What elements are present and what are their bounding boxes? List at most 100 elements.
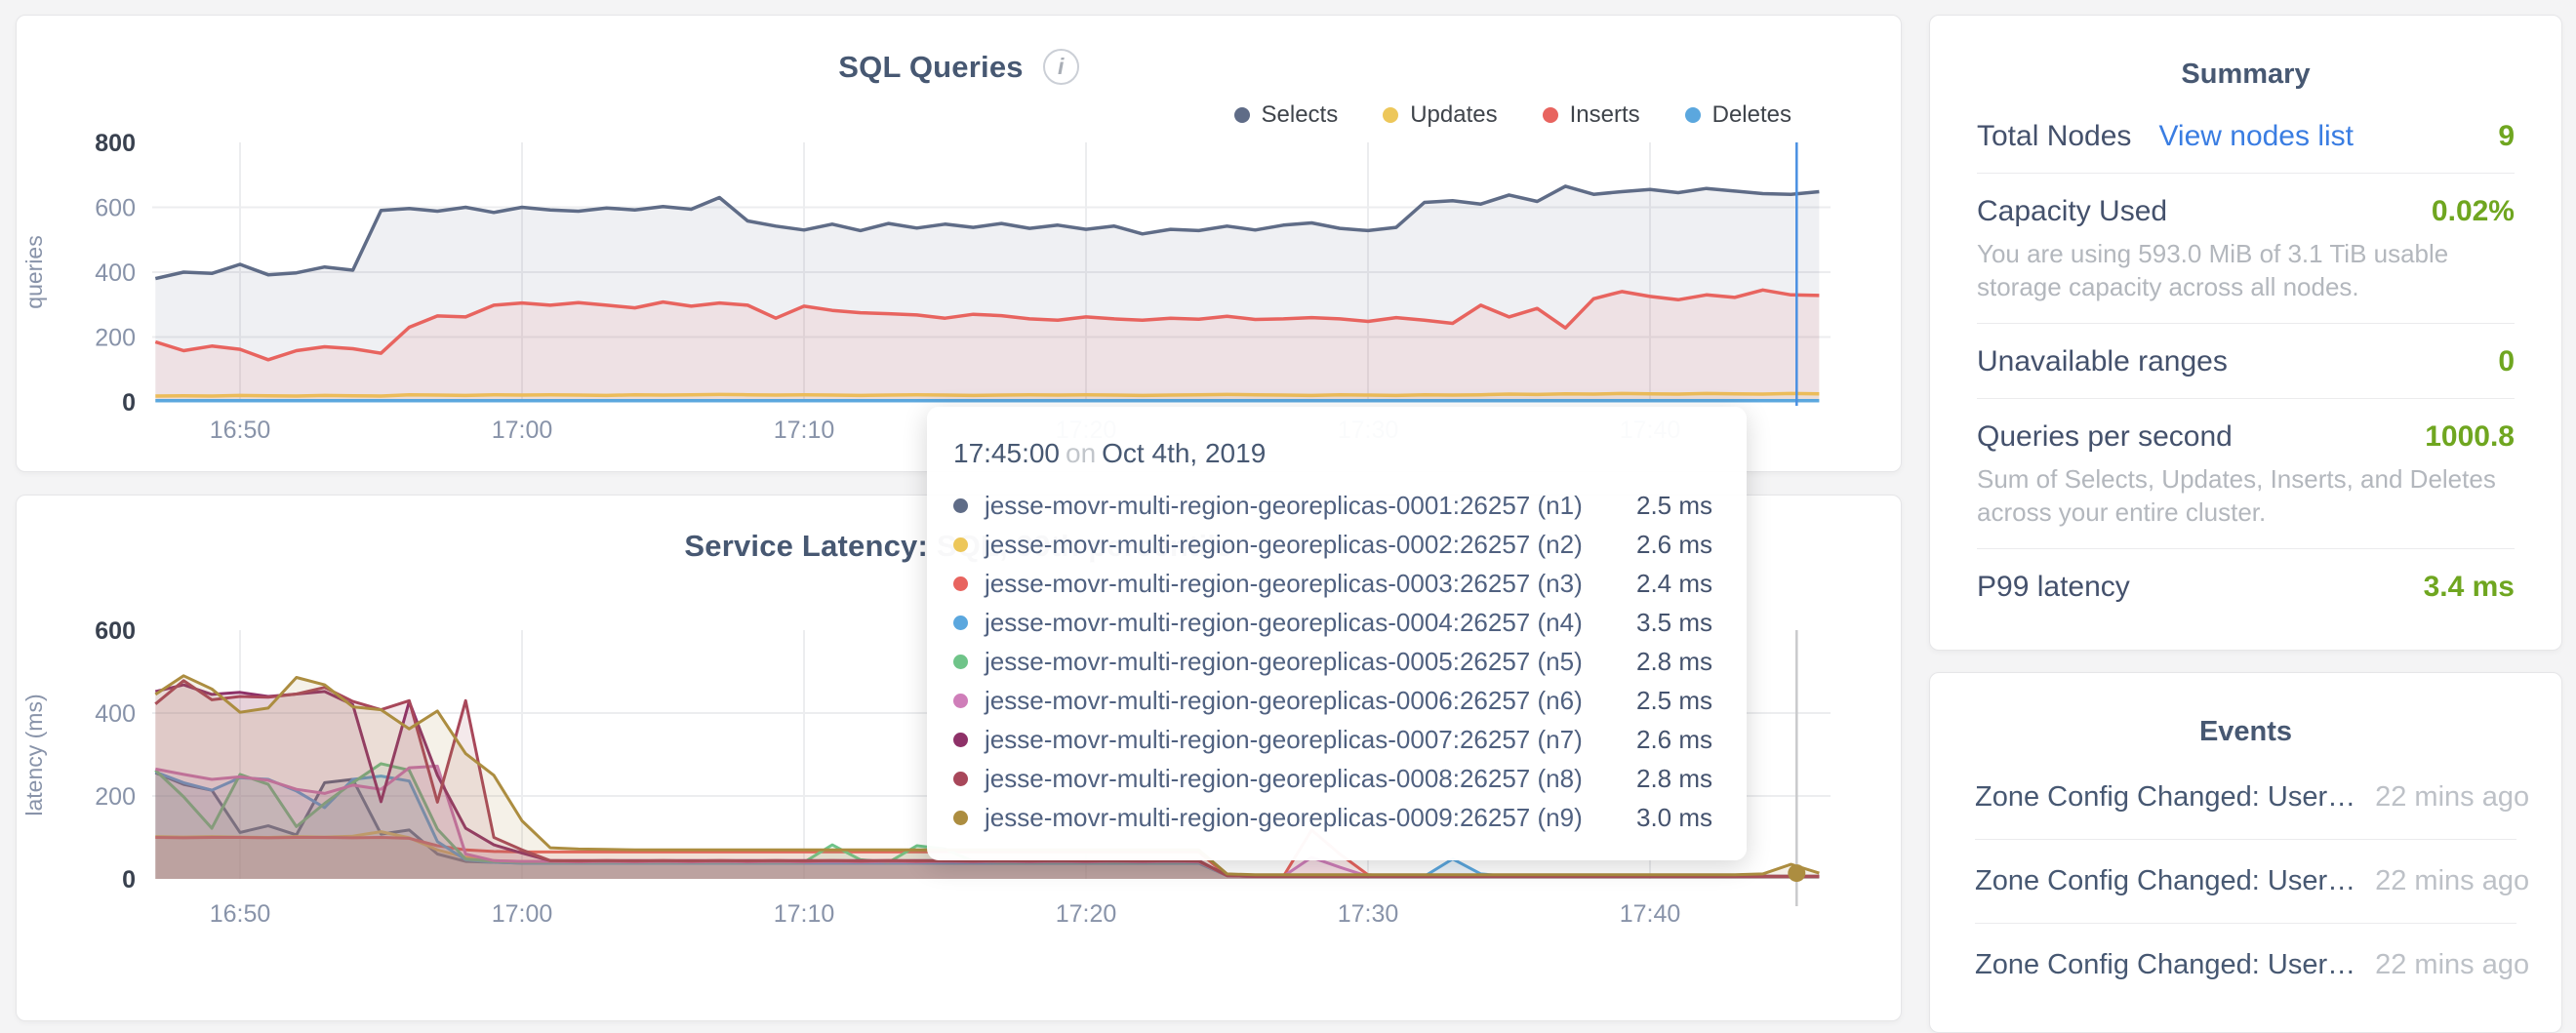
dashboard-page: 16:50 17:00 17:10 17:20 17:30 17:40 0 200 400 600… [16, 15, 2562, 1033]
tooltip-time: 17:45:00 [953, 438, 1060, 468]
y-tick-label: 800 [95, 130, 136, 157]
series-area-n5 [155, 763, 1820, 879]
series-line-inserts [154, 288, 1820, 362]
n8-dot-icon [953, 771, 968, 786]
tooltip-node-value: 3.5 ms [1636, 607, 1713, 637]
x-tick-label: 17:20 [1056, 900, 1117, 928]
x-tick-label: 17:00 [492, 417, 553, 444]
y-tick-label: 0 [122, 866, 136, 894]
tooltip-node-name: jesse-movr-multi-region-georeplicas-0006… [985, 685, 1583, 715]
tooltip-node-name: jesse-movr-multi-region-georeplicas-0007… [985, 724, 1583, 754]
n9-dot-icon [953, 810, 968, 825]
n3-dot-icon [953, 576, 968, 591]
event-row: Zone Config Changed: User… 22 mins ago [1975, 840, 2529, 924]
summary-description: Sum of Selects, Updates, Inserts, and De… [1977, 464, 2496, 527]
tooltip-row: jesse-movr-multi-region-georeplicas-0006… [953, 681, 1747, 720]
tooltip-node-name: jesse-movr-multi-region-georeplicas-0003… [985, 568, 1583, 598]
summary-value: 0.02% [2431, 195, 2515, 227]
tooltip-rows: jesse-movr-multi-region-georeplicas-0001… [953, 486, 1747, 837]
tooltip-header: 17:45:00 on Oct 4th, 2019 [953, 438, 1747, 469]
n2-dot-icon [953, 536, 968, 552]
n4-dot-icon [953, 615, 968, 630]
tooltip-row: jesse-movr-multi-region-georeplicas-0009… [953, 798, 1747, 837]
chart-legend: Selects Updates Inserts Deletes [1233, 101, 1791, 129]
y-tick-label: 0 [122, 389, 136, 417]
y-tick-label: 400 [95, 700, 136, 728]
tooltip-node-value: 2.8 ms [1636, 646, 1713, 676]
tooltip-node-name: jesse-movr-multi-region-georeplicas-0009… [985, 802, 1583, 832]
event-time: 22 mins ago [2375, 781, 2530, 813]
info-icon[interactable]: i [1042, 49, 1079, 85]
series-area-n2 [155, 831, 1820, 879]
legend-item-deletes[interactable]: Deletes [1684, 101, 1791, 129]
summary-rows: Total Nodes View nodes list 9 Capacity Used… [1977, 99, 2515, 623]
tooltip-row: jesse-movr-multi-region-georeplicas-0005… [953, 642, 1747, 681]
event-text: Zone Config Changed: User… [1975, 949, 2356, 980]
summary-row: Total Nodes View nodes list 9 [1977, 99, 2515, 174]
inserts-legend-dot-icon [1542, 107, 1558, 123]
event-time: 22 mins ago [2375, 949, 2530, 980]
x-tick-label: 17:00 [492, 900, 553, 928]
n5-dot-icon [953, 654, 968, 669]
y-tick-label: 600 [95, 195, 136, 222]
x-tick-label: 17:10 [774, 417, 835, 444]
x-tick-label: 16:50 [210, 900, 271, 928]
legend-item-updates[interactable]: Updates [1383, 101, 1498, 129]
tooltip-node-value: 3.0 ms [1636, 802, 1713, 832]
legend-item-inserts[interactable]: Inserts [1542, 101, 1640, 129]
x-tick-label: 17:40 [1620, 900, 1681, 928]
series-line-selects [154, 184, 1820, 281]
summary-label: Total Nodes [1977, 120, 2132, 152]
tooltip-node-value: 2.5 ms [1636, 490, 1713, 520]
y-tick-label: 400 [95, 259, 136, 287]
view-nodes-list-link[interactable]: View nodes list [2158, 120, 2354, 152]
legend-label: Deletes [1711, 101, 1791, 128]
summary-row-main: Queries per second 1000.8 [1977, 420, 2515, 454]
legend-label: Inserts [1569, 101, 1640, 128]
events-rows: Zone Config Changed: User… 22 mins ago Zon… [1975, 756, 2529, 1007]
tooltip-node-value: 2.8 ms [1636, 763, 1713, 793]
x-tick-label: 17:30 [1338, 900, 1399, 928]
service-latency-chart[interactable]: 16:50 17:00 17:10 17:20 17:30 17:40 0 200 400 600… [17, 496, 1903, 1022]
event-row: Zone Config Changed: User… 22 mins ago [1975, 756, 2529, 840]
tooltip-row: jesse-movr-multi-region-georeplicas-0003… [953, 564, 1747, 603]
tooltip-date: Oct 4th, 2019 [1102, 438, 1267, 468]
tooltip-row: jesse-movr-multi-region-georeplicas-0004… [953, 603, 1747, 642]
series-area-n6 [155, 766, 1820, 879]
summary-value: 1000.8 [2425, 420, 2515, 453]
series-area-inserts [155, 290, 1820, 402]
summary-row-main: P99 latency 3.4 ms [1977, 571, 2515, 604]
event-row: Zone Config Changed: User… 22 mins ago [1975, 924, 2529, 1007]
y-axis-title: latency (ms) [21, 694, 47, 815]
summary-row: Queries per second 1000.8 Sum of Selects, … [1977, 399, 2515, 549]
hover-point [1788, 864, 1806, 883]
tooltip-row: jesse-movr-multi-region-georeplicas-0002… [953, 525, 1747, 564]
summary-row: Capacity Used 0.02% You are using 593.0 Mi… [1977, 174, 2515, 324]
selects-legend-dot-icon [1233, 107, 1250, 123]
events-title: Events [2198, 716, 2293, 747]
summary-row: Unavailable ranges 0 [1977, 324, 2515, 399]
tooltip-on-word: on [1066, 438, 1097, 468]
event-text: Zone Config Changed: User… [1975, 865, 2356, 896]
legend-label: Selects [1261, 101, 1339, 128]
series-area-n8 [155, 680, 1820, 879]
summary-title: Summary [2181, 59, 2311, 90]
summary-value: 9 [2498, 120, 2515, 152]
y-tick-label: 200 [95, 783, 136, 811]
tooltip-node-value: 2.5 ms [1636, 685, 1713, 715]
tooltip-row: jesse-movr-multi-region-georeplicas-0008… [953, 759, 1747, 798]
summary-label: Capacity Used [1977, 195, 2168, 227]
sql-queries-chart[interactable]: 16:5017:0017:1017:2017:3017:400200400600… [17, 16, 1903, 473]
tooltip-node-name: jesse-movr-multi-region-georeplicas-0002… [985, 529, 1583, 559]
events-panel: Events Zone Config Changed: User… 22 mins… [1929, 672, 2562, 1033]
legend-item-selects[interactable]: Selects [1233, 101, 1339, 129]
tooltip-node-value: 2.6 ms [1636, 529, 1713, 559]
updates-legend-dot-icon [1383, 107, 1399, 123]
y-axis-title: queries [21, 235, 47, 308]
n1-dot-icon [953, 497, 968, 513]
tooltip-node-value: 2.4 ms [1636, 568, 1713, 598]
x-tick-label: 17:10 [774, 900, 835, 928]
event-text: Zone Config Changed: User… [1975, 781, 2356, 813]
summary-value: 0 [2498, 345, 2515, 377]
summary-label: Unavailable ranges [1977, 345, 2228, 377]
